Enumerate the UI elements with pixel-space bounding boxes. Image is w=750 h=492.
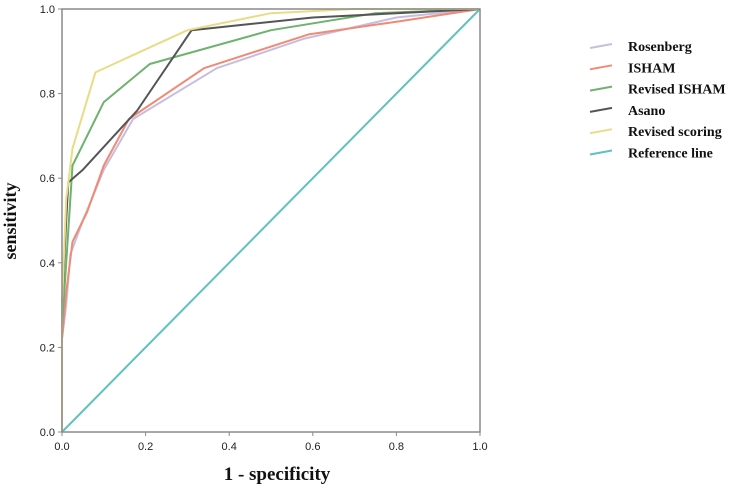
x-axis-title: 1 - specificity xyxy=(224,464,331,485)
legend-swatch xyxy=(589,64,613,71)
legend-label: Reference line xyxy=(628,147,713,162)
plot-area xyxy=(61,8,481,433)
x-tick-label: 0.8 xyxy=(389,441,404,453)
series-line-revised-scoring xyxy=(61,8,480,432)
y-tick-label: 1.0 xyxy=(40,4,55,16)
plot-frame xyxy=(61,8,481,433)
x-tick-label: 0.4 xyxy=(222,441,237,453)
legend-label: Revised scoring xyxy=(628,125,722,140)
x-tick-label: 0.2 xyxy=(138,441,153,453)
series-line-reference-line xyxy=(61,8,481,433)
axes: 0.0 0.2 0.4 0.6 0.8 1.0 0.0 0.2 0.4 0.6 0.8 1.0 xyxy=(40,4,488,453)
x-tick-label: 0.0 xyxy=(54,441,69,453)
series-line-revised-isham xyxy=(61,8,481,432)
x-tick-label: 1.0 xyxy=(472,441,487,453)
legend-swatch xyxy=(589,149,613,156)
y-tick-label: 0.6 xyxy=(40,173,55,185)
legend-swatch xyxy=(589,85,613,92)
series-line-isham xyxy=(61,8,481,432)
legend-label: ISHAM xyxy=(628,61,675,76)
y-tick-label: 0.8 xyxy=(40,89,55,101)
legend-label: Asano xyxy=(628,104,665,119)
legend-swatch xyxy=(589,128,613,135)
legend: Rosenberg ISHAM Revised ISHAM Asano Revised … xyxy=(589,40,726,162)
y-axis-title: sensitivity xyxy=(0,182,20,259)
legend-swatch xyxy=(589,43,613,49)
y-tick-label: 0.2 xyxy=(40,342,55,354)
legend-label: Revised ISHAM xyxy=(628,83,726,98)
x-tick-label: 0.6 xyxy=(305,441,320,453)
legend-swatch xyxy=(589,106,613,113)
legend-label: Rosenberg xyxy=(628,40,692,55)
y-tick-label: 0.4 xyxy=(40,258,55,270)
y-tick-label: 0.0 xyxy=(40,427,55,439)
